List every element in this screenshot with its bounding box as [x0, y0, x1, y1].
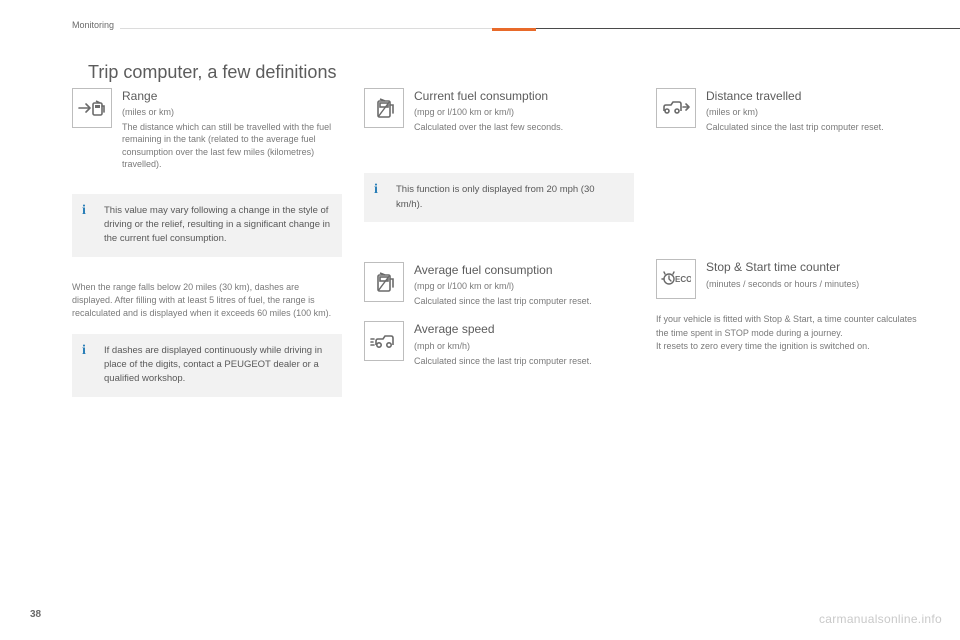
svg-text:ECO: ECO [675, 275, 691, 284]
watermark: carmanualsonline.info [819, 612, 942, 626]
current-fuel-sub: (mpg or l/100 km or km/l) [414, 106, 634, 118]
avg-speed-title: Average speed [414, 321, 634, 337]
accent-bar [492, 28, 536, 31]
avg-fuel-sub: (mpg or l/100 km or km/l) [414, 280, 634, 292]
info-icon: i [82, 204, 96, 247]
column-2: Current fuel consumption (mpg or l/100 k… [364, 88, 634, 600]
range-sub: (miles or km) [122, 106, 342, 118]
entry-distance: Distance travelled (miles or km) Calcula… [656, 88, 926, 133]
avg-speed-desc: Calculated since the last trip computer … [414, 355, 634, 367]
entry-current-fuel: Current fuel consumption (mpg or l/100 k… [364, 88, 634, 133]
info-box-speed-threshold: i This function is only displayed from 2… [364, 173, 634, 222]
info-box-dashes: i If dashes are displayed continuously w… [72, 334, 342, 397]
info-text: This function is only displayed from 20 … [396, 183, 622, 212]
rule-left [72, 28, 492, 29]
current-fuel-desc: Calculated over the last few seconds. [414, 121, 634, 133]
header: Monitoring [0, 20, 960, 36]
range-desc: The distance which can still be travelle… [122, 121, 342, 170]
eco-icon: ECO [656, 259, 696, 299]
info-text: If dashes are displayed continuously whi… [104, 344, 330, 387]
range-title: Range [122, 88, 342, 104]
entry-current-fuel-body: Current fuel consumption (mpg or l/100 k… [414, 88, 634, 133]
stop-start-title: Stop & Start time counter [706, 259, 926, 275]
rule-right [492, 28, 960, 29]
entry-avg-speed-body: Average speed (mph or km/h) Calculated s… [414, 321, 634, 366]
range-icon [72, 88, 112, 128]
stop-start-sub: (minutes / seconds or hours / minutes) [706, 278, 926, 290]
avg-fuel-icon [364, 262, 404, 302]
info-text: This value may vary following a change i… [104, 204, 330, 247]
entry-avg-fuel-body: Average fuel consumption (mpg or l/100 k… [414, 262, 634, 307]
stop-start-note: If your vehicle is fitted with Stop & St… [656, 313, 926, 352]
info-box-range-variation: i This value may vary following a change… [72, 194, 342, 257]
range-note: When the range falls below 20 miles (30 … [72, 281, 342, 320]
avg-fuel-desc: Calculated since the last trip computer … [414, 295, 634, 307]
section-label: Monitoring [72, 20, 120, 30]
column-3: Distance travelled (miles or km) Calcula… [656, 88, 926, 600]
entry-avg-speed: Average speed (mph or km/h) Calculated s… [364, 321, 634, 366]
content-columns: Range (miles or km) The distance which c… [72, 88, 926, 600]
entry-range: Range (miles or km) The distance which c… [72, 88, 342, 170]
avg-speed-sub: (mph or km/h) [414, 340, 634, 352]
avg-speed-icon [364, 321, 404, 361]
avg-fuel-title: Average fuel consumption [414, 262, 634, 278]
distance-sub: (miles or km) [706, 106, 926, 118]
entry-distance-body: Distance travelled (miles or km) Calcula… [706, 88, 926, 133]
distance-desc: Calculated since the last trip computer … [706, 121, 926, 133]
info-icon: i [374, 183, 388, 212]
info-icon: i [82, 344, 96, 387]
entry-stop-start: ECO Stop & Start time counter (minutes /… [656, 259, 926, 299]
entry-range-body: Range (miles or km) The distance which c… [122, 88, 342, 170]
current-fuel-icon [364, 88, 404, 128]
distance-title: Distance travelled [706, 88, 926, 104]
current-fuel-title: Current fuel consumption [414, 88, 634, 104]
entry-stop-start-body: Stop & Start time counter (minutes / sec… [706, 259, 926, 299]
distance-icon [656, 88, 696, 128]
page-number: 38 [30, 609, 41, 620]
entry-avg-fuel: Average fuel consumption (mpg or l/100 k… [364, 262, 634, 307]
page-title: Trip computer, a few definitions [88, 62, 336, 83]
column-1: Range (miles or km) The distance which c… [72, 88, 342, 600]
